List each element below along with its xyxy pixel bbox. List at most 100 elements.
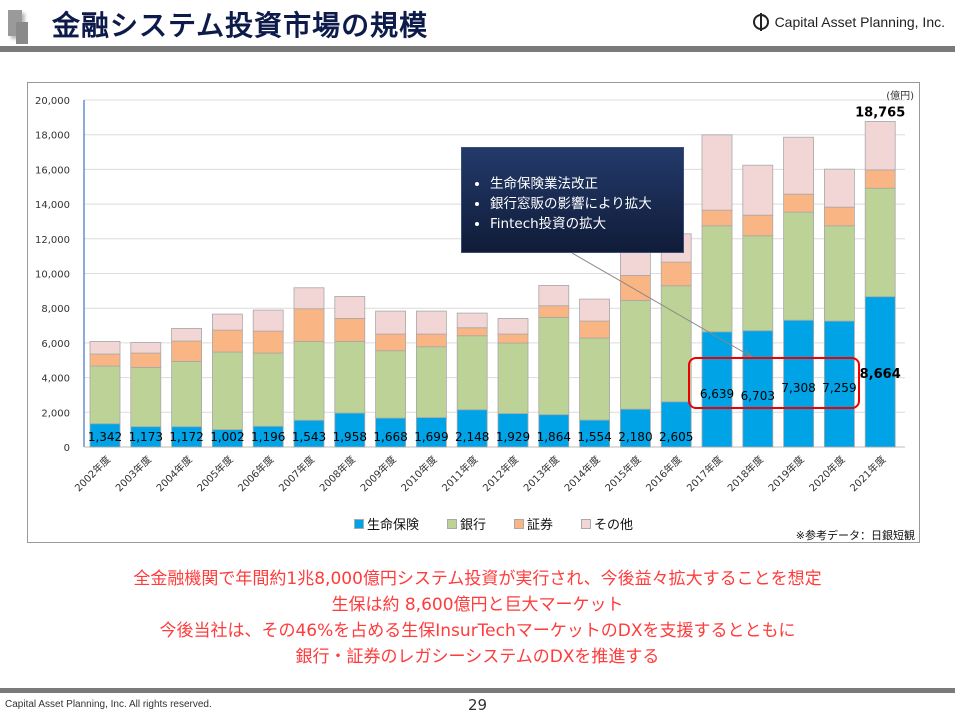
bar-segment: [783, 319, 814, 448]
y-tick-label: 18,000: [35, 131, 70, 142]
message-line: 生保は約 8,600億円と巨大マーケット: [331, 595, 624, 615]
data-label: 1,864: [537, 430, 571, 444]
bar-segment: [171, 340, 203, 362]
bar-segment: [538, 285, 570, 307]
legend-label: 生命保険: [367, 518, 420, 533]
message-line: 銀行・証券のレガシーシステムのDXを推進する: [295, 647, 660, 667]
x-tick-label: 2005年度: [194, 453, 235, 494]
company-name: Capital Asset Planning, Inc.: [774, 14, 945, 30]
highlight-box: [688, 357, 860, 409]
bar-segment: [89, 353, 121, 367]
bar-segment: [742, 235, 774, 332]
bar-segment: [415, 346, 447, 418]
x-tick-label: 2004年度: [153, 453, 194, 494]
bar-segment: [579, 298, 610, 322]
bar-segment: [293, 419, 325, 448]
bar-segment: [742, 214, 774, 237]
x-tick-label: 2006年度: [235, 453, 276, 494]
data-label: 1,172: [169, 430, 203, 444]
bar-segment: [660, 261, 692, 287]
bar-segment: [334, 318, 366, 342]
bar-segment: [375, 310, 407, 335]
x-tick-label: 2012年度: [480, 453, 521, 494]
bar-segment: [579, 320, 610, 339]
bar-segment: [415, 310, 447, 335]
bar-segment: [864, 121, 896, 171]
page-title: 金融システム投資市場の規模: [52, 9, 429, 42]
x-tick-label: 2017年度: [684, 453, 725, 494]
data-label: 1,342: [88, 430, 122, 444]
bar-segment: [456, 312, 488, 329]
bar-segment: [252, 309, 284, 332]
bar-segment: [293, 308, 325, 342]
bar-segment: [456, 327, 488, 337]
legend-item-other: その他: [581, 514, 633, 533]
bar-segment: [742, 330, 774, 448]
data-label: 7,308: [781, 381, 815, 395]
data-label: 1,699: [414, 430, 448, 444]
legend-item-bank: 銀行: [447, 514, 486, 533]
data-label: 1,929: [496, 430, 530, 444]
page-number: 29: [468, 696, 488, 714]
bar-segment: [497, 333, 529, 344]
data-label: 2,148: [455, 430, 489, 444]
y-tick-label: 14,000: [35, 200, 70, 211]
bar-segment: [252, 330, 284, 354]
x-tick-label: 2007年度: [276, 453, 317, 494]
bar-segment: [415, 333, 447, 348]
bar-segment: [864, 169, 896, 189]
bar-segment: [660, 285, 692, 403]
legend-swatch: [354, 518, 364, 529]
bar-segment: [293, 341, 325, 421]
bar-segment: [497, 342, 529, 414]
company-logo: Capital Asset Planning, Inc.: [752, 13, 945, 31]
bar-segment: [742, 164, 774, 216]
bar-segment: [130, 341, 162, 354]
data-label: 1,543: [292, 430, 326, 444]
data-label: 8,664: [860, 367, 901, 382]
bar-segment: [456, 335, 488, 411]
x-tick-label: 2009年度: [357, 453, 398, 494]
legend-item-securities: 証券: [514, 514, 553, 533]
bar-segment: [130, 366, 162, 428]
bar-segment: [824, 168, 855, 208]
y-tick-label: 16,000: [35, 165, 70, 176]
footer-divider: [0, 688, 955, 693]
bar-segment: [497, 413, 529, 448]
bar-segment: [538, 414, 570, 448]
data-label: 6,703: [741, 389, 775, 403]
bar-segment: [130, 352, 162, 368]
bar-segment: [620, 275, 651, 301]
x-tick-label: 2015年度: [602, 453, 643, 494]
copyright: Capital Asset Planning, Inc. All rights …: [5, 699, 212, 710]
legend-swatch: [581, 518, 592, 529]
annotation-item: 生命保険業法改正: [490, 174, 683, 194]
data-label: 1,554: [577, 430, 611, 444]
x-tick-label: 2011年度: [439, 453, 480, 494]
data-label: 6,639: [700, 387, 734, 401]
bar-segment: [89, 365, 121, 425]
bar-segment: [375, 350, 407, 419]
data-label: 1,958: [333, 430, 367, 444]
bar-segment: [538, 317, 570, 416]
data-label: 1,002: [210, 430, 244, 444]
bar-segment: [89, 341, 121, 355]
annotation-item: Fintech投資の拡大: [490, 214, 683, 234]
bar-segment: [293, 287, 325, 310]
bar-segment: [334, 412, 366, 448]
y-tick-label: 4,000: [41, 374, 70, 385]
x-tick-label: 2014年度: [561, 453, 602, 494]
data-label: 2,180: [618, 430, 652, 444]
bar-segment: [620, 248, 651, 276]
data-label: 7,259: [822, 381, 856, 395]
bar-segment: [864, 296, 896, 448]
x-tick-label: 2016年度: [643, 453, 684, 494]
legend-item-life: 生命保険: [354, 514, 419, 533]
data-label: 1,668: [373, 430, 407, 444]
bar-segment: [211, 351, 243, 431]
bar-segment: [783, 136, 814, 195]
total-label: 18,765: [855, 105, 905, 120]
x-tick-label: 2010年度: [398, 453, 439, 494]
data-source: ※参考データ：日銀短観: [795, 529, 915, 542]
bar-segment: [824, 206, 855, 227]
